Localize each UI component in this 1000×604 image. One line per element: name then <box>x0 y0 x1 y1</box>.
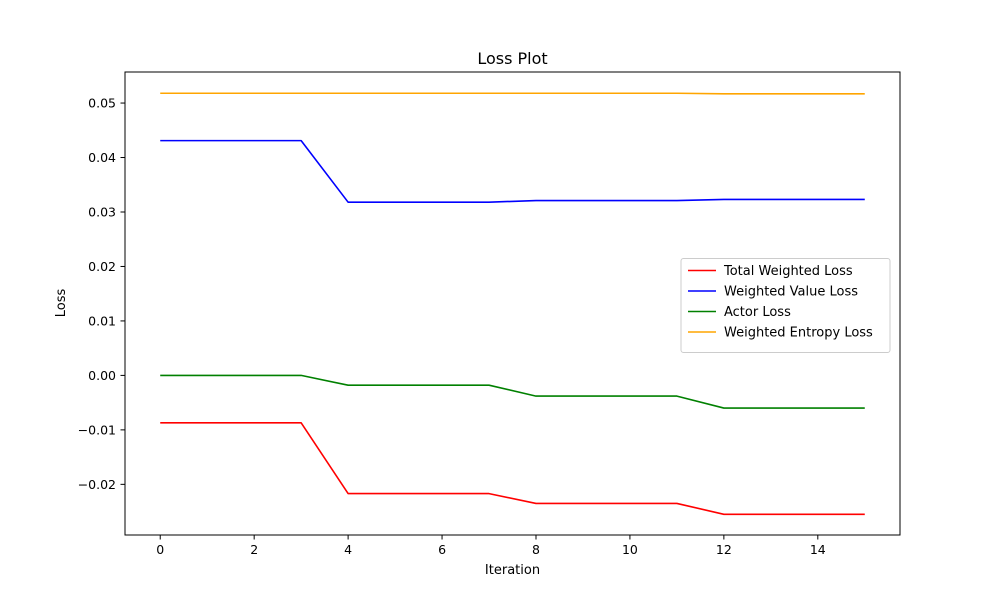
x-tick-label: 6 <box>438 542 446 557</box>
legend-label-3: Actor Loss <box>724 305 791 320</box>
x-tick-label: 4 <box>344 542 352 557</box>
x-axis-label: Iteration <box>485 563 540 578</box>
x-tick-label: 2 <box>250 542 258 557</box>
legend-label-2: Weighted Value Loss <box>724 285 858 300</box>
series-line-4 <box>160 92 865 95</box>
x-tick-label: 0 <box>156 542 164 557</box>
series-line-3 <box>160 374 865 409</box>
y-tick-label: 0.03 <box>88 204 116 219</box>
series-line-2 <box>160 139 865 203</box>
y-tick-label: 0.02 <box>88 259 116 274</box>
chart-title: Loss Plot <box>477 49 547 68</box>
y-tick-label: 0.01 <box>88 313 116 328</box>
y-axis-label: Loss <box>54 289 69 318</box>
legend-label-4: Weighted Entropy Loss <box>724 326 873 341</box>
x-tick-label: 14 <box>810 542 826 557</box>
y-tick-label: 0.04 <box>88 150 116 165</box>
series-line-1 <box>160 421 865 516</box>
y-tick-label: 0.00 <box>88 368 116 383</box>
x-tick-label: 12 <box>716 542 732 557</box>
legend-label-1: Total Weighted Loss <box>723 264 853 279</box>
x-tick-label: 8 <box>532 542 540 557</box>
y-tick-label: −0.01 <box>78 422 116 437</box>
plot-area: 0 2 4 6 8 10 12 14 −0.02 −0.01 0.00 0.01 0.02 0.03 0.0… <box>78 71 901 557</box>
legend-box <box>680 258 891 353</box>
legend: Total Weighted Loss Weighted Value Loss Ac… <box>680 258 891 353</box>
axes-frame <box>124 71 901 536</box>
y-tick-label: −0.02 <box>78 477 116 492</box>
y-tick-label: 0.05 <box>88 96 116 111</box>
x-tick-label: 10 <box>622 542 638 557</box>
